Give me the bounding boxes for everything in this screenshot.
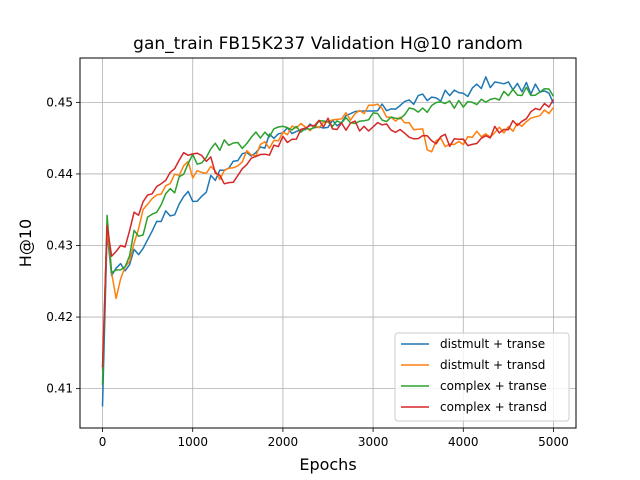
legend-label: complex + transe [440,379,547,393]
y-axis-label: H@10 [16,219,35,267]
legend-label: distmult + transe [440,337,545,351]
y-tick-label: 0.45 [46,95,73,109]
x-tick-label: 0 [99,435,107,449]
y-tick-label: 0.42 [46,310,73,324]
x-tick-label: 5000 [538,435,569,449]
legend: distmult + transe distmult + transd comple… [394,332,570,422]
legend-label: distmult + transd [440,358,545,372]
x-tick-label: 1000 [177,435,208,449]
x-tick-label: 2000 [268,435,299,449]
ticks: 0 1000 2000 3000 4000 5000 0.41 0.42 0.43 0.44 0.4… [46,95,568,449]
series-line [101,86,555,386]
x-tick-label: 4000 [448,435,479,449]
chart-title: gan_train FB15K237 Validation H@10 rando… [133,34,523,54]
x-axis-label: Epochs [299,455,356,474]
y-tick-label: 0.41 [46,382,73,396]
legend-label: complex + transd [440,400,547,414]
grid [80,58,576,428]
x-tick-label: 3000 [358,435,389,449]
y-tick-label: 0.44 [46,167,73,181]
series-layer [101,76,555,407]
y-tick-label: 0.43 [46,239,73,253]
legend-box [394,332,570,422]
plot-frame [79,57,577,429]
series-line [101,76,555,407]
series-line [101,99,555,368]
